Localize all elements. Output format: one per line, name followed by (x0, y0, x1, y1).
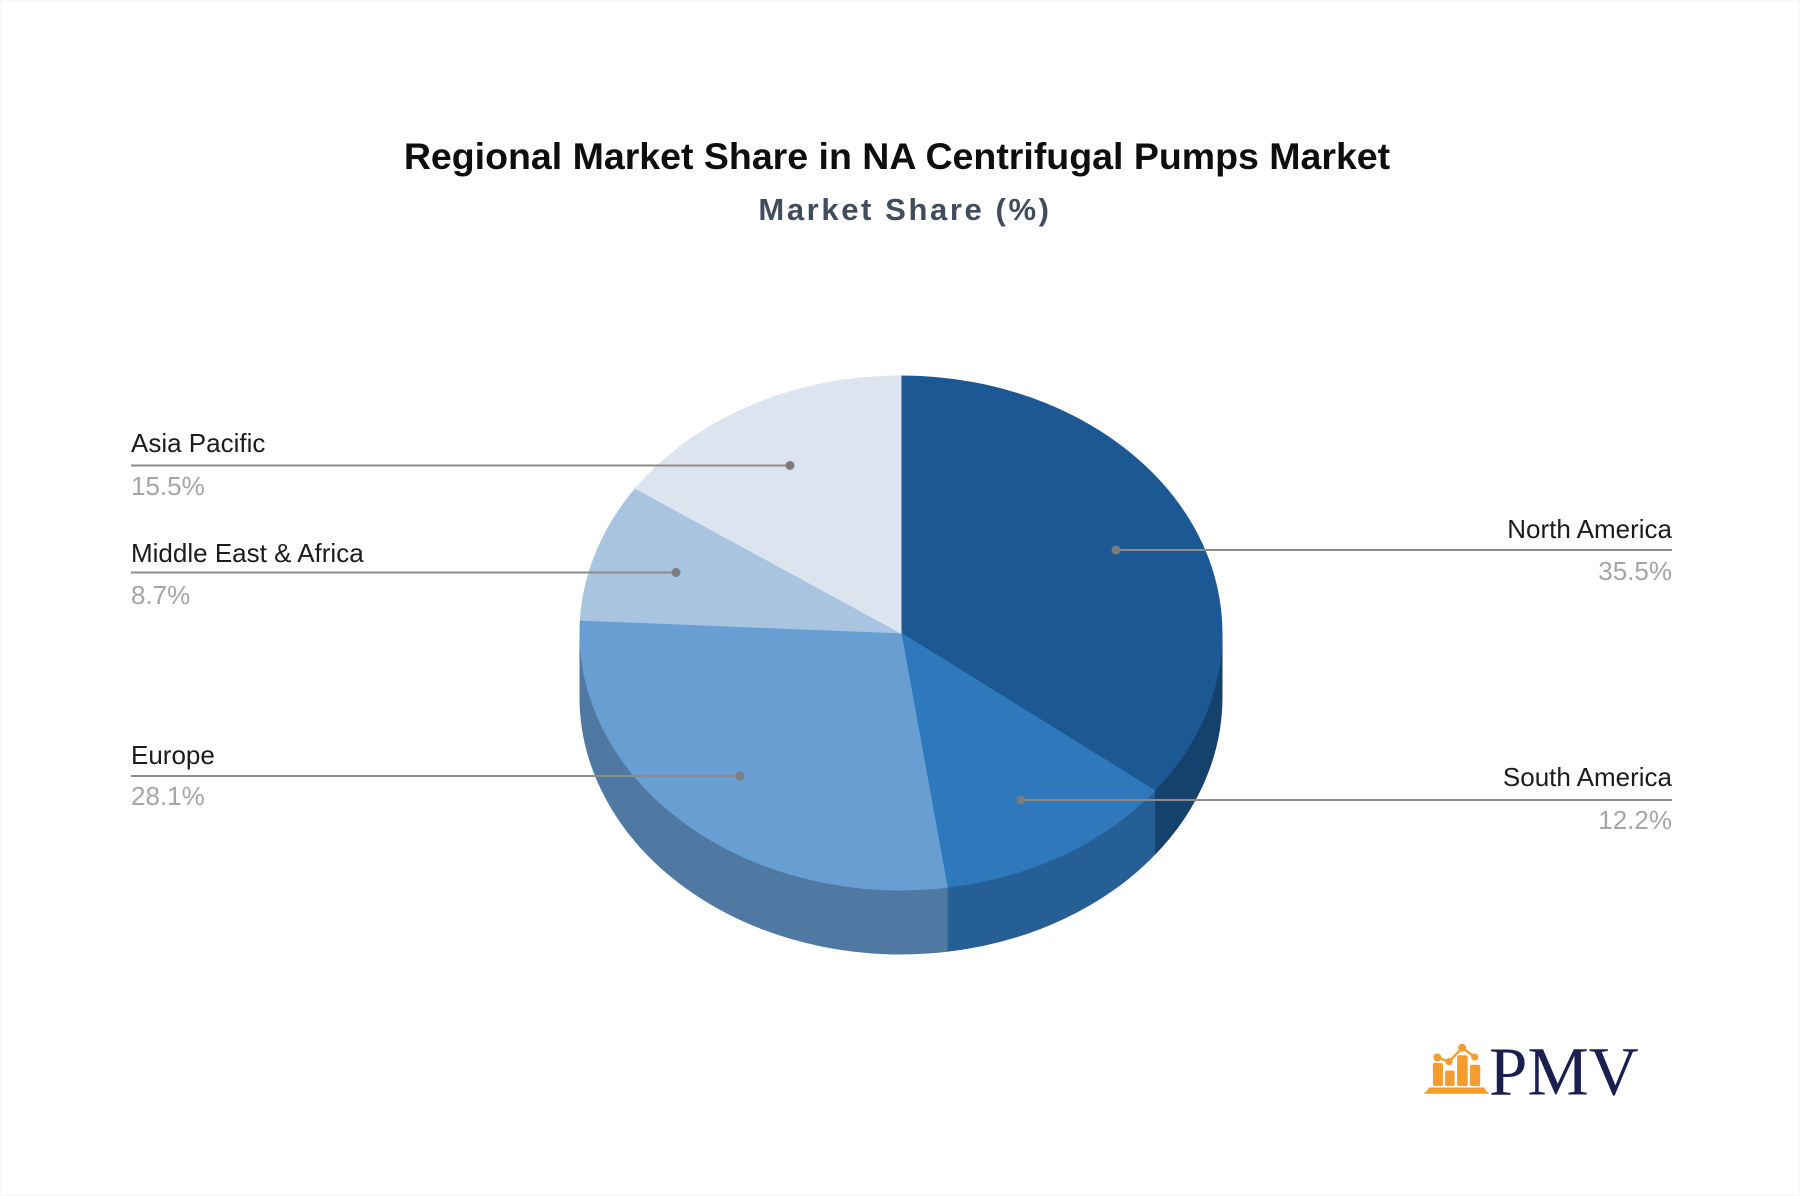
svg-text:Asia Pacific: Asia Pacific (131, 428, 265, 458)
svg-text:Market Share (%): Market Share (%) (758, 192, 1051, 227)
svg-text:28.1%: 28.1% (131, 781, 205, 811)
svg-text:35.5%: 35.5% (1598, 556, 1672, 586)
svg-text:South America: South America (1503, 762, 1673, 792)
svg-text:12.2%: 12.2% (1598, 805, 1672, 835)
svg-text:PMV: PMV (1489, 1034, 1639, 1110)
svg-text:15.5%: 15.5% (131, 471, 205, 501)
svg-text:Regional Market Share in NA Ce: Regional Market Share in NA Centrifugal … (404, 135, 1391, 177)
svg-text:8.7%: 8.7% (131, 580, 190, 610)
svg-text:Europe: Europe (131, 740, 215, 770)
svg-text:Middle East & Africa: Middle East & Africa (131, 538, 364, 568)
svg-text:North America: North America (1507, 514, 1672, 544)
